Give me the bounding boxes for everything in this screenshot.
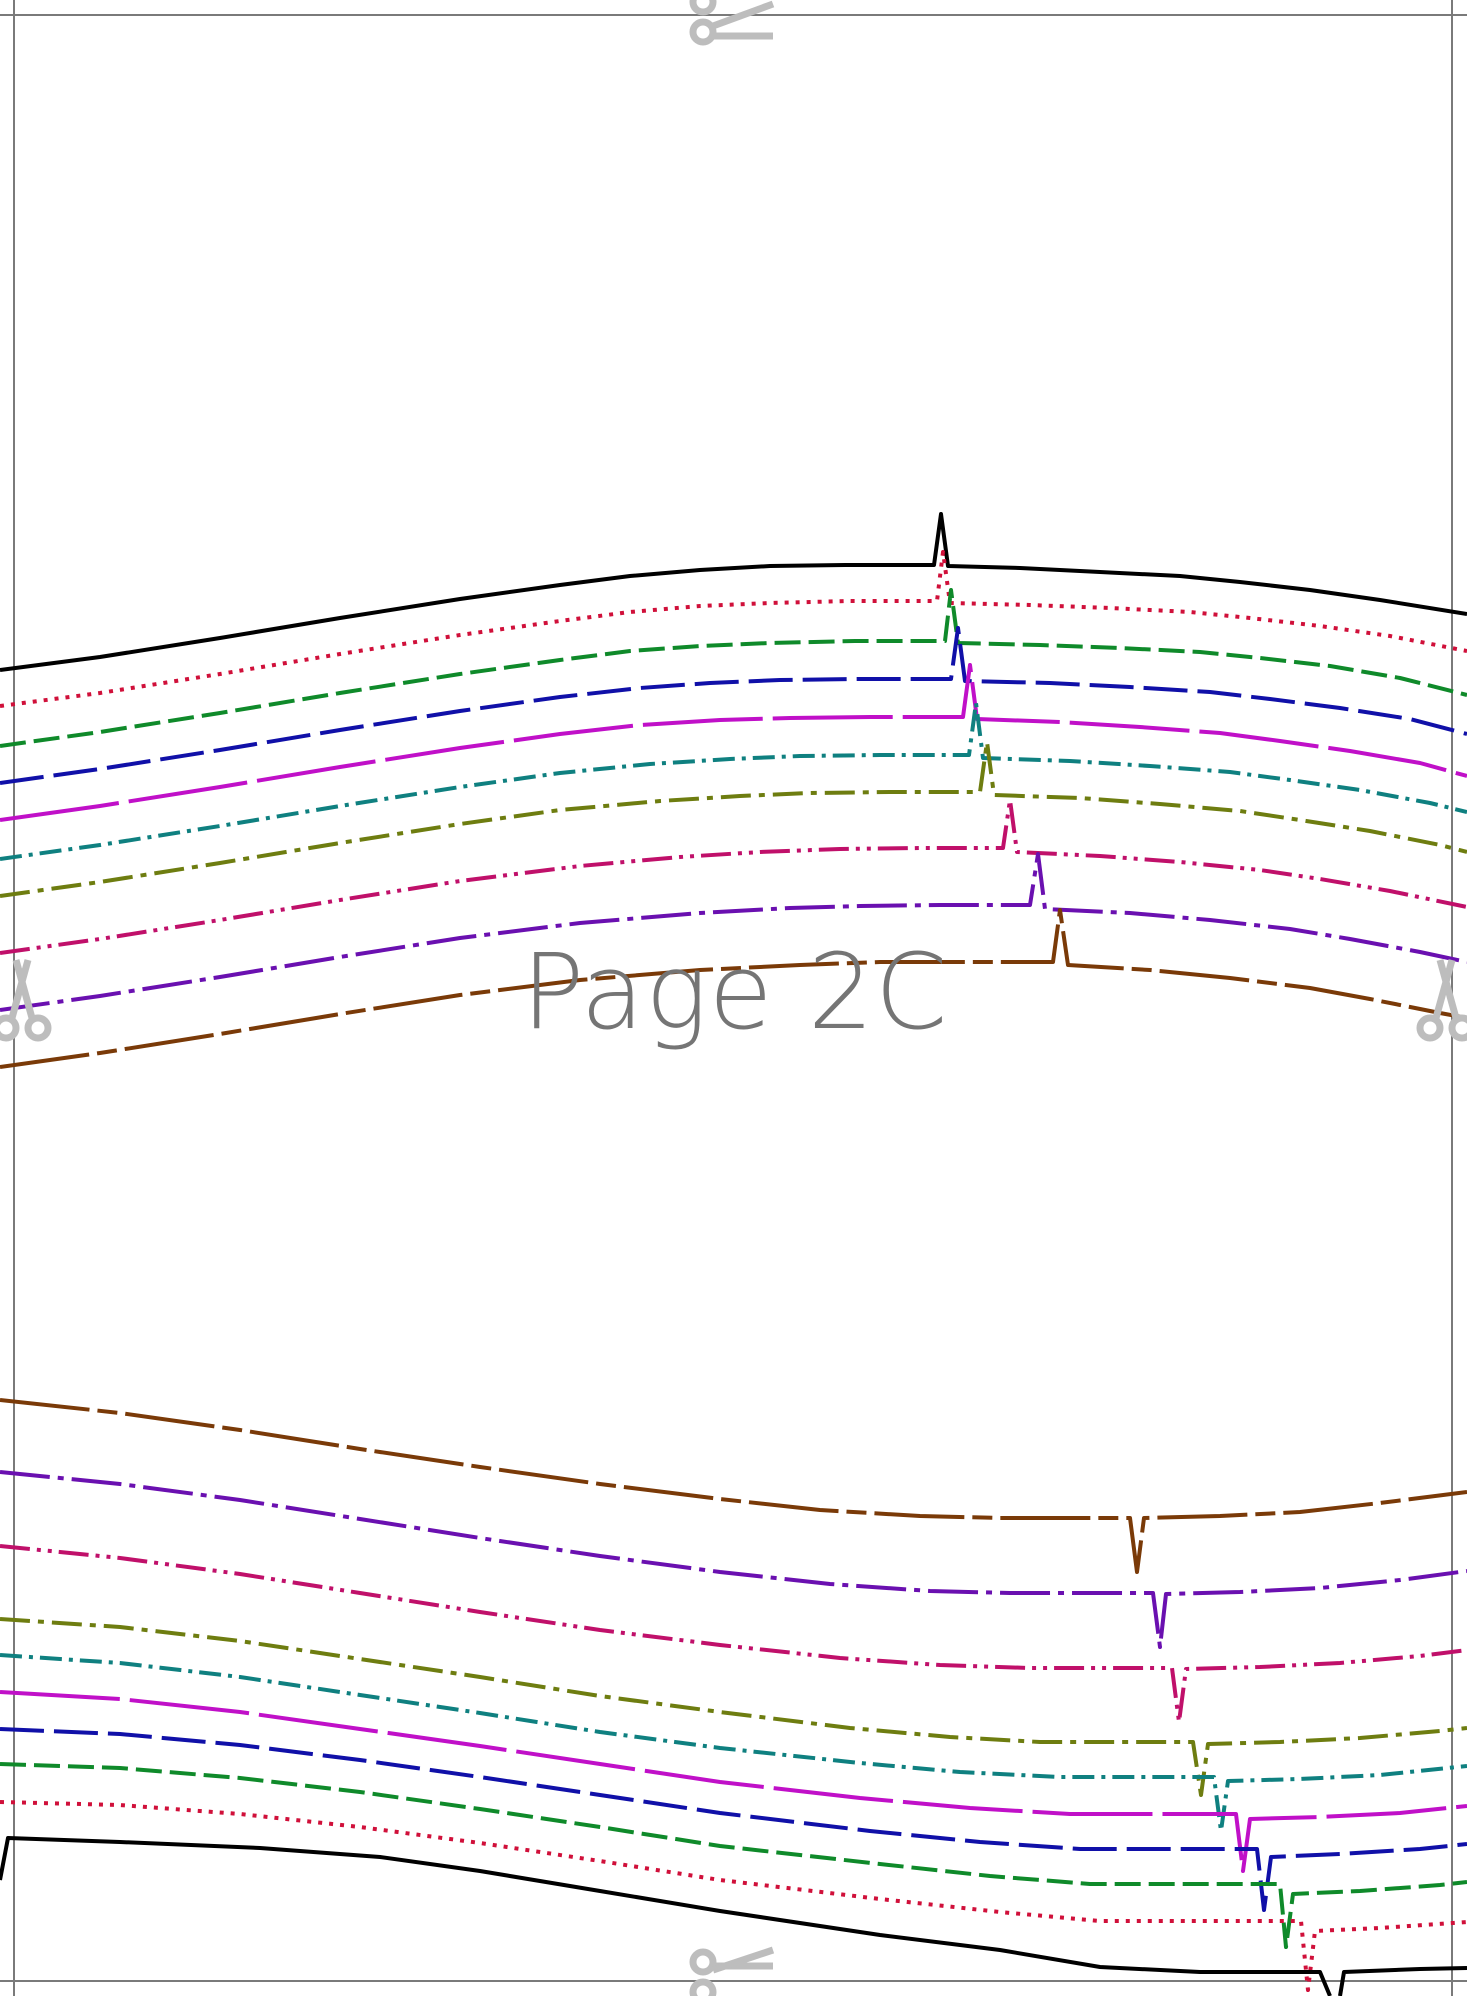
lower-line-crimson (0, 1544, 1467, 1724)
lower-line-brown (0, 1398, 1467, 1574)
upper-line-olive (0, 740, 1467, 898)
page-label: Page 2C (521, 931, 948, 1053)
lower-line-blue (0, 1727, 1467, 1912)
upper-line-black (0, 512, 1467, 672)
upper-line-magenta (0, 663, 1467, 822)
upper-line-brown (0, 908, 1467, 1069)
scissors-icon-right (1416, 959, 1467, 1042)
lower-line-olive (0, 1617, 1467, 1797)
upper-pattern-lines (0, 512, 1467, 1069)
upper-line-purple (0, 852, 1467, 1012)
lower-line-green (0, 1762, 1467, 1949)
upper-line-blue (0, 626, 1467, 785)
scissors-icon-bottom (689, 1946, 775, 1996)
lower-line-black (0, 1836, 1467, 1996)
upper-line-green (0, 588, 1467, 748)
scissors-icon-top (689, 0, 775, 46)
upper-line-teal (0, 701, 1467, 861)
lower-line-purple (0, 1470, 1467, 1649)
scissors-icon-left (0, 959, 52, 1042)
lower-line-teal (0, 1653, 1467, 1833)
lower-line-magenta (0, 1690, 1467, 1873)
lower-pattern-lines (0, 1398, 1467, 1996)
upper-line-red (0, 550, 1467, 708)
upper-line-crimson (0, 798, 1467, 955)
